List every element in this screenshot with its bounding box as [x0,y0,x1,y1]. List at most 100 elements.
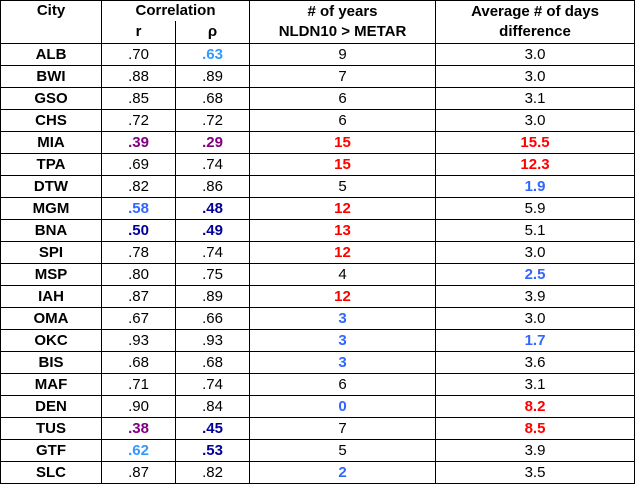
cell-years: 4 [249,263,437,286]
cell-city: MIA [0,131,102,154]
cell-city: BNA [0,219,102,242]
table-body: ALB .70.63 9 3.0 BWI .88.89 7 3.0 GSO .85.68 6 3.1 C… [0,43,635,484]
cell-city: OMA [0,307,102,330]
cell-rho: .45 [174,417,251,440]
cell-days: 3.6 [435,351,635,374]
cell-r: .90 [101,395,176,418]
cell-days: 3.0 [435,307,635,330]
cell-days: 3.0 [435,241,635,264]
cell-rho: .75 [174,263,251,286]
header-city: City [0,0,102,21]
table-row: BIS .68.68 3 3.6 [0,351,635,374]
table-row: MAF .71.74 6 3.1 [0,373,635,396]
table-row: CHS .72.72 6 3.0 [0,109,635,132]
table-row: GSO .85.68 6 3.1 [0,87,635,110]
cell-days: 8.5 [435,417,635,440]
cell-city: BWI [0,65,102,88]
cell-years: 2 [249,461,437,484]
cell-r: .78 [101,241,176,264]
cell-days: 12.3 [435,153,635,176]
header-rho: ρ [174,21,251,44]
cell-years: 7 [249,65,437,88]
cell-days: 1.7 [435,329,635,352]
table-row: OMA .67.66 3 3.0 [0,307,635,330]
cell-city: MGM [0,197,102,220]
cell-rho: .68 [174,87,251,110]
table-row: ALB .70.63 9 3.0 [0,43,635,66]
cell-r: .80 [101,263,176,286]
cell-rho: .89 [174,65,251,88]
header-years-line1: # of years [307,3,378,20]
cell-days: 3.1 [435,87,635,110]
cell-days: 3.0 [435,43,635,66]
cell-days: 3.9 [435,285,635,308]
table-row: DEN .90.84 0 8.2 [0,395,635,418]
cell-city: GSO [0,87,102,110]
table-row: GTF .62.53 5 3.9 [0,439,635,462]
cell-r: .62 [101,439,176,462]
cell-years: 13 [249,219,437,242]
cell-days: 2.5 [435,263,635,286]
header-days: Average # of days difference [435,0,635,44]
cell-days: 8.2 [435,395,635,418]
cell-r: .72 [101,109,176,132]
table-row: TUS .38.45 7 8.5 [0,417,635,440]
cell-rho: .82 [174,461,251,484]
cell-r: .85 [101,87,176,110]
header-days-line2: difference [499,23,571,40]
cell-years: 9 [249,43,437,66]
header-years: # of years NLDN10 > METAR [249,0,437,44]
cell-rho: .93 [174,329,251,352]
cell-years: 6 [249,87,437,110]
cell-city: CHS [0,109,102,132]
header-years-line2: NLDN10 > METAR [278,23,407,40]
table-row: BNA .50.49 13 5.1 [0,219,635,242]
cell-days: 1.9 [435,175,635,198]
table-row: OKC .93.93 3 1.7 [0,329,635,352]
cell-r: .50 [101,219,176,242]
cell-years: 3 [249,329,437,352]
cell-r: .82 [101,175,176,198]
cell-city: SPI [0,241,102,264]
cell-city: TPA [0,153,102,176]
cell-rho: .63 [174,43,251,66]
cell-city: SLC [0,461,102,484]
cell-r: .39 [101,131,176,154]
cell-rho: .29 [174,131,251,154]
cell-city: ALB [0,43,102,66]
table-row: SPI .78.74 12 3.0 [0,241,635,264]
cell-rho: .74 [174,241,251,264]
cell-r: .67 [101,307,176,330]
cell-rho: .84 [174,395,251,418]
cell-city: MAF [0,373,102,396]
table-row: DTW .82.86 5 1.9 [0,175,635,198]
cell-r: .93 [101,329,176,352]
cell-r: .88 [101,65,176,88]
cell-rho: .74 [174,153,251,176]
cell-city: GTF [0,439,102,462]
cell-rho: .53 [174,439,251,462]
cell-rho: .74 [174,373,251,396]
table-row: SLC .87.82 2 3.5 [0,461,635,484]
header-row-1: City Correlation # of years NLDN10 > MET… [0,0,635,44]
cell-r: .68 [101,351,176,374]
cell-city: DEN [0,395,102,418]
table-row: MIA .39.29 15 15.5 [0,131,635,154]
cell-days: 3.0 [435,109,635,132]
cell-city: TUS [0,417,102,440]
cell-years: 6 [249,109,437,132]
cell-rho: .66 [174,307,251,330]
cell-r: .71 [101,373,176,396]
cell-city: BIS [0,351,102,374]
cell-r: .87 [101,461,176,484]
header-city-spacer [0,21,102,44]
cell-r: .70 [101,43,176,66]
cell-days: 3.5 [435,461,635,484]
table-row: IAH .87.89 12 3.9 [0,285,635,308]
cell-rho: .49 [174,219,251,242]
cell-years: 6 [249,373,437,396]
cell-days: 15.5 [435,131,635,154]
cell-rho: .48 [174,197,251,220]
